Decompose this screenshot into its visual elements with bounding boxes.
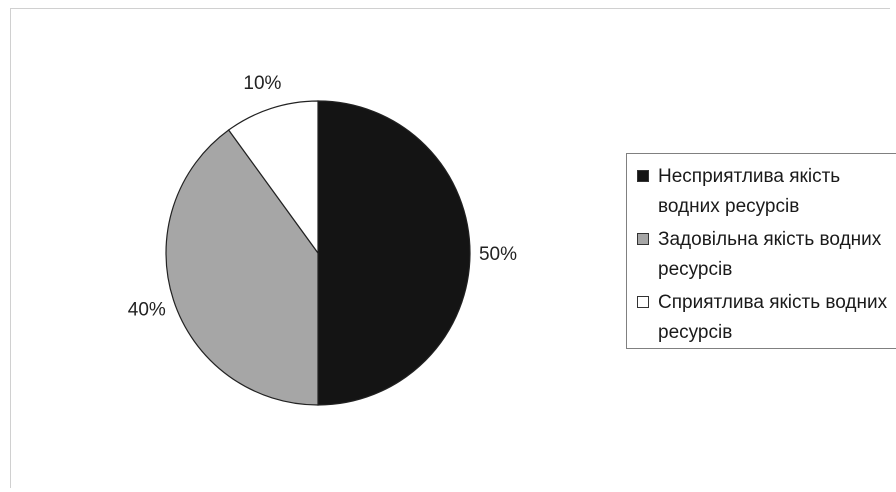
legend-label-unfavorable: Несприятлива якість водних ресурсів (658, 166, 841, 217)
pie-slice-satisfactory (165, 129, 319, 406)
legend-item-unfavorable: Несприятлива якість водних ресурсів (637, 162, 896, 222)
legend: Несприятлива якість водних ресурсів Задо… (626, 153, 896, 349)
legend-swatch-satisfactory (637, 233, 649, 245)
legend-item-favorable: Сприятлива якість водних ресурсів (637, 288, 896, 348)
pie-label-favorable: 10% (243, 73, 281, 94)
pie-label-unfavorable: 50% (479, 244, 517, 265)
pie-slice-unfavorable (317, 100, 471, 406)
legend-label-satisfactory: Задовільна якість водних ресурсів (658, 229, 882, 280)
legend-label-favorable: Сприятлива якість водних ресурсів (658, 292, 888, 343)
legend-item-satisfactory: Задовільна якість водних ресурсів (637, 225, 896, 285)
pie-slice-favorable (227, 100, 319, 255)
legend-swatch-favorable (637, 296, 649, 308)
pie-label-satisfactory: 40% (128, 300, 166, 321)
legend-swatch-unfavorable (637, 170, 649, 182)
